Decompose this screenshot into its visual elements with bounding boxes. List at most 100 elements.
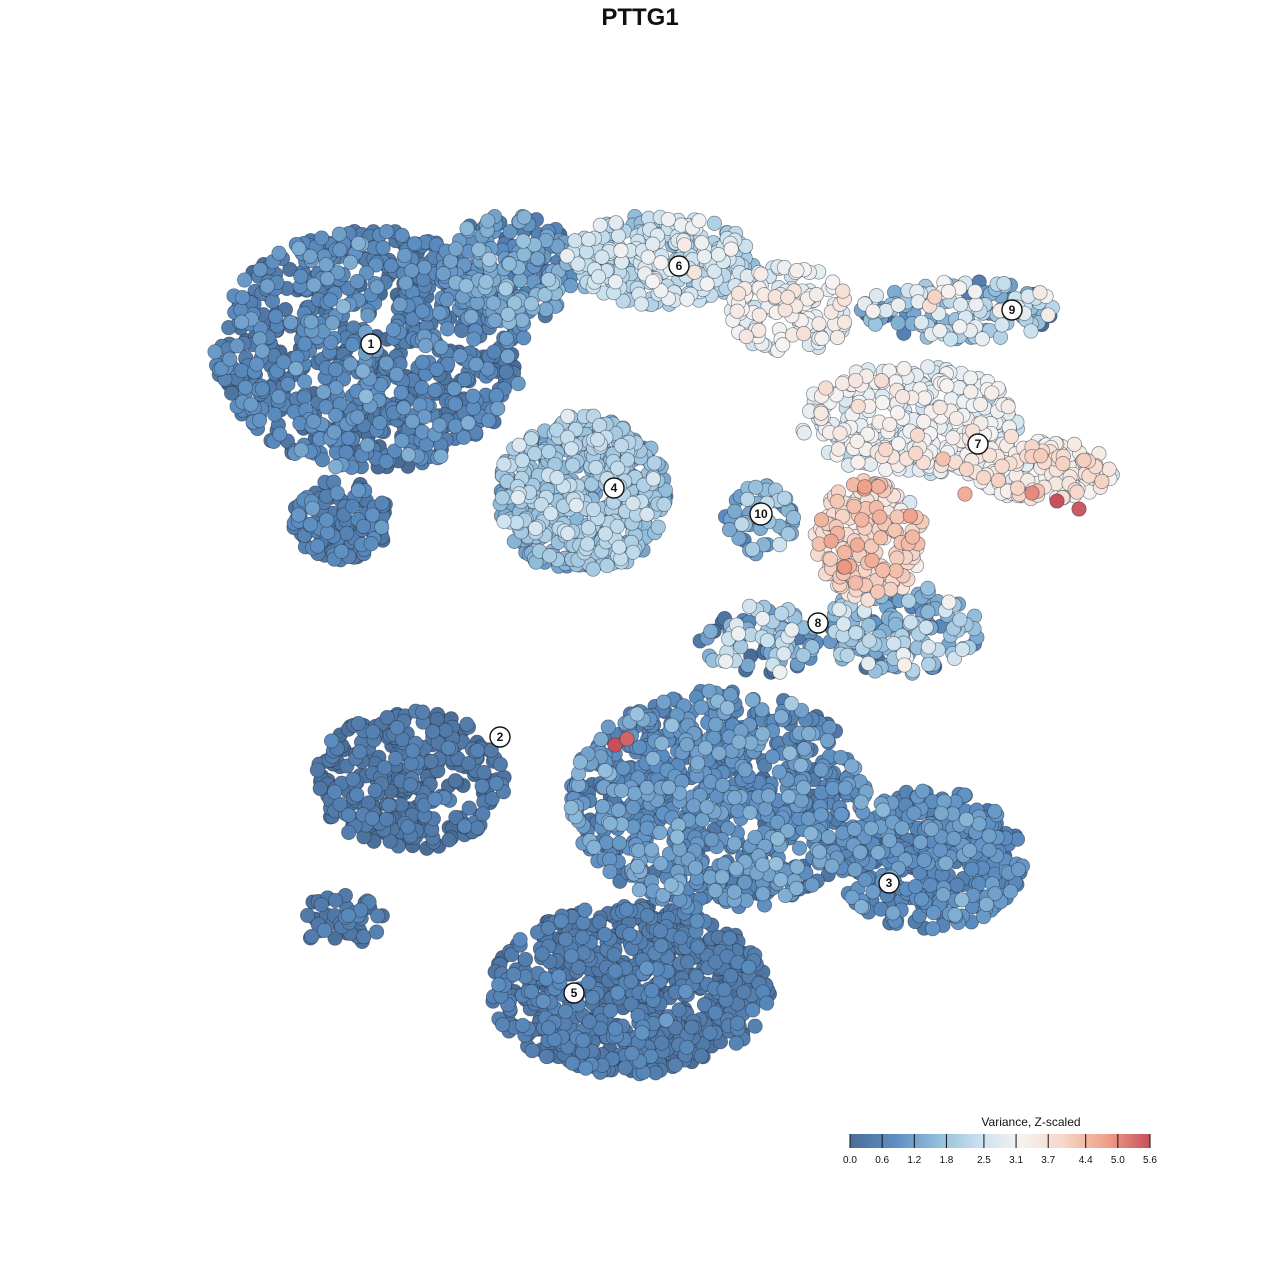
cell-point [894, 820, 910, 836]
cell-point [494, 490, 510, 506]
cell-point [553, 913, 569, 929]
cell-point [234, 289, 250, 306]
cell-point [658, 1012, 674, 1028]
cell-point [727, 790, 743, 806]
cell-point [415, 303, 431, 319]
cell-point [711, 745, 727, 761]
cell-point [551, 968, 567, 984]
cell-point [446, 381, 462, 397]
cell-point [611, 539, 627, 555]
cell-point [783, 696, 799, 712]
cell-point [646, 455, 662, 471]
cell-point [650, 519, 666, 535]
cell-point [731, 734, 747, 750]
cell-point [414, 380, 430, 396]
cell-point [372, 415, 388, 431]
cell-point [222, 351, 238, 367]
cell-point [580, 975, 597, 991]
cell-point [415, 704, 431, 720]
cell-point [516, 330, 532, 346]
cell-point [458, 278, 474, 294]
cell-point [416, 259, 432, 275]
cell-point [309, 762, 325, 778]
cell-point [441, 832, 457, 848]
cell-point [699, 799, 715, 815]
cell-point [689, 968, 705, 984]
cell-point [398, 275, 414, 291]
cell-point [610, 228, 627, 244]
cell-point [528, 520, 544, 536]
cell-point [283, 314, 299, 331]
cell-point [690, 755, 706, 771]
cell-point [933, 805, 949, 821]
cell-point [254, 381, 270, 397]
cell-point [359, 437, 375, 453]
cell-point [639, 908, 655, 924]
cell-point [994, 317, 1010, 333]
cell-point [452, 348, 468, 364]
cell-point [575, 1033, 591, 1049]
cell-point [305, 500, 321, 516]
cell-point [853, 899, 870, 915]
cell-point [367, 782, 383, 799]
cell-point [498, 364, 514, 380]
cell-point [481, 251, 497, 267]
cell-point [541, 444, 557, 460]
cell-point [350, 715, 366, 732]
cell-point [726, 835, 742, 852]
cell-point [498, 281, 514, 297]
cell-point [535, 993, 551, 1009]
cell-point [243, 396, 259, 413]
cell-point [349, 787, 365, 803]
cell-point [795, 647, 811, 663]
cell-point [374, 495, 390, 511]
cell-point [516, 209, 532, 225]
cell-point [407, 236, 423, 252]
cell-point [319, 512, 335, 528]
cell-point [737, 762, 753, 778]
cell-point [836, 616, 852, 632]
cell-point [306, 413, 322, 429]
cell-point [350, 235, 366, 252]
cell-point [488, 775, 504, 791]
cell-point [831, 601, 847, 617]
cell-point [267, 406, 283, 422]
cell-point [693, 1048, 709, 1064]
cell-point [920, 639, 937, 655]
cell-point [369, 279, 385, 295]
cell-point [597, 763, 613, 779]
cell-point [1023, 323, 1039, 339]
cell-point [515, 1017, 531, 1033]
cell-point [734, 516, 750, 532]
cell-point [229, 338, 245, 354]
cell-point [306, 277, 322, 293]
cell-point [597, 526, 613, 542]
cell-point [490, 400, 506, 417]
cell-point [581, 231, 597, 248]
cell-point [511, 437, 527, 453]
cell-point [782, 745, 798, 761]
cell-point [389, 366, 405, 382]
cell-point [252, 331, 268, 347]
cell-point [847, 862, 863, 878]
cell-point [251, 412, 268, 428]
cell-point [397, 247, 413, 264]
cell-point [438, 722, 454, 738]
cell-point [364, 810, 380, 826]
cell-point [788, 880, 805, 896]
cell-point [885, 905, 901, 921]
cell-point [540, 920, 556, 936]
cell-point [344, 337, 361, 353]
cell-point [296, 389, 312, 405]
cell-point [744, 692, 761, 708]
cell-point [259, 278, 275, 294]
cell-point [615, 760, 631, 776]
cell-point [541, 1020, 557, 1036]
cell-point [280, 376, 296, 392]
chart-title: PTTG1 [601, 4, 679, 31]
cell-point [486, 344, 502, 360]
cell-point [510, 376, 526, 392]
cell-point [819, 732, 836, 748]
cell-point [907, 878, 924, 895]
cell-point [686, 798, 702, 814]
